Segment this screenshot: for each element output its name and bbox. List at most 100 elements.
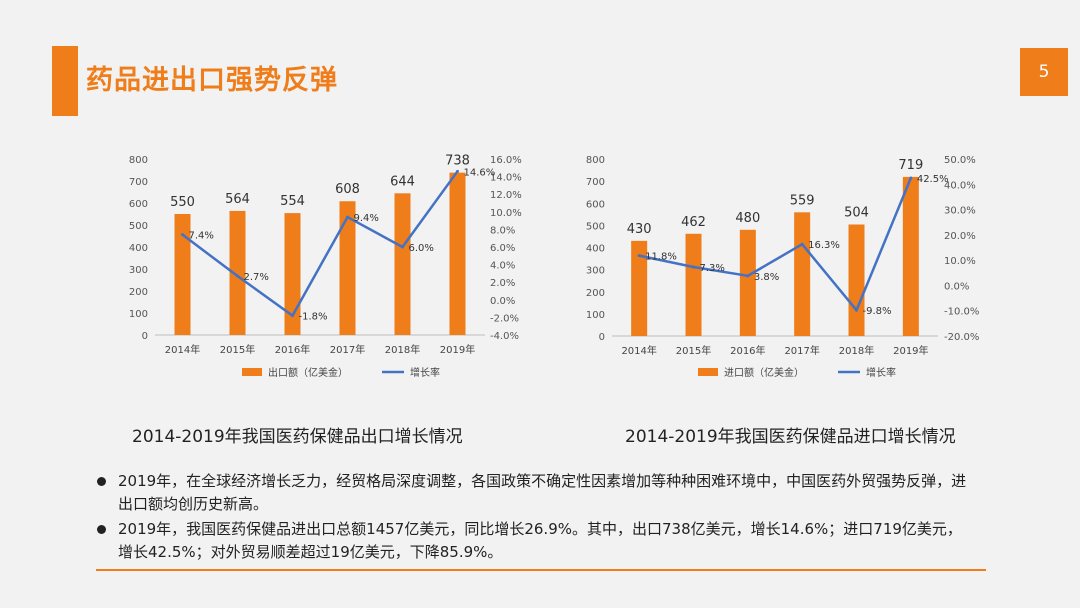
export-legend-line-label: 增长率 — [410, 366, 440, 379]
export-category-label: 2019年 — [440, 343, 475, 356]
page-number-badge: 5 — [1020, 48, 1068, 96]
import-growth-line — [638, 177, 912, 312]
import-right-tick-label: 30.0% — [944, 206, 976, 217]
export-growth-point — [236, 274, 239, 278]
export-right-tick-label: 10.0% — [490, 208, 522, 219]
export-growth-label: 14.6% — [464, 167, 496, 178]
export-chart-title: 2014-2019年我国医药保健品出口增长情况 — [132, 427, 463, 447]
export-left-tick-label: 600 — [129, 199, 148, 210]
export-growth-point — [401, 245, 404, 249]
import-right-tick-label: 50.0% — [944, 155, 976, 166]
export-left-tick-label: 800 — [129, 155, 148, 166]
import-left-tick-label: 600 — [586, 199, 605, 210]
bullet-item: 2019年，我国医药保健品进出口总额1457亿美元，同比增长26.9%。其中，出… — [97, 518, 968, 564]
import-growth-point — [909, 176, 913, 180]
import-left-tick-label: 100 — [586, 310, 605, 321]
export-bar-value-label: 564 — [225, 192, 250, 207]
import-growth-label: 11.8% — [645, 252, 677, 263]
import-bar — [902, 176, 919, 336]
import-category-label: 2019年 — [893, 344, 928, 357]
import-bar — [631, 240, 648, 336]
export-right-tick-label: 16.0% — [490, 155, 522, 166]
import-left-tick-label: 0 — [599, 332, 605, 343]
bullet-list: 2019年，在全球经济增长乏力，经贸格局深度调整，各国政策不确定性因素增加等种种… — [97, 470, 968, 566]
import-category-label: 2017年 — [784, 344, 819, 357]
bullet-text: 2019年，在全球经济增长乏力，经贸格局深度调整，各国政策不确定性因素增加等种种… — [118, 472, 967, 513]
title-accent-bar — [52, 46, 78, 116]
export-left-tick-label: 400 — [129, 243, 148, 254]
export-growth-point — [291, 314, 294, 318]
slide-title: 药品进出口强势反弹 — [86, 65, 338, 96]
export-growth-line — [181, 170, 459, 317]
import-left-tick-label: 700 — [586, 177, 605, 188]
export-left-tick-label: 100 — [129, 309, 148, 320]
export-bar — [284, 213, 301, 335]
import-left-tick-label: 800 — [586, 155, 605, 166]
import-bar — [685, 233, 702, 336]
export-bar — [394, 193, 411, 335]
export-right-tick-label: 6.0% — [490, 243, 515, 254]
export-growth-label: 2.7% — [244, 272, 269, 283]
export-growth-point — [346, 215, 349, 219]
export-bar-value-label: 608 — [335, 182, 360, 197]
import-growth-point — [746, 274, 750, 278]
import-growth-label: 42.5% — [917, 174, 949, 185]
bullet-text: 2019年，我国医药保健品进出口总额1457亿美元，同比增长26.9%。其中，出… — [118, 520, 962, 561]
export-growth-point — [181, 233, 184, 237]
import-right-tick-label: 10.0% — [944, 256, 976, 267]
export-right-tick-label: 4.0% — [490, 261, 515, 272]
import-category-label: 2018年 — [839, 344, 874, 357]
export-bar — [174, 214, 191, 335]
export-left-tick-label: 200 — [129, 287, 148, 298]
export-growth-label: 6.0% — [409, 243, 434, 254]
import-chart-title: 2014-2019年我国医药保健品进口增长情况 — [625, 427, 956, 447]
import-bar-value-label: 559 — [790, 193, 815, 208]
export-right-tick-label: -2.0% — [490, 313, 519, 324]
import-left-tick-label: 400 — [586, 244, 605, 255]
import-right-tick-label: 40.0% — [944, 180, 976, 191]
export-growth-label: 7.4% — [189, 231, 214, 242]
import-bar-value-label: 719 — [898, 158, 923, 173]
import-growth-label: 16.3% — [808, 240, 840, 251]
import-growth-label: 7.3% — [700, 263, 725, 274]
export-category-label: 2017年 — [330, 343, 365, 356]
export-left-tick-label: 300 — [129, 265, 148, 276]
export-legend-bar-label: 出口额（亿美金） — [268, 366, 348, 379]
import-growth-point — [800, 242, 804, 246]
import-legend-bar-swatch — [698, 368, 718, 376]
import-bar — [848, 224, 865, 336]
export-left-tick-label: 0 — [142, 331, 148, 342]
export-right-tick-label: 2.0% — [490, 278, 515, 289]
export-growth-label: -1.8% — [299, 312, 328, 323]
import-category-label: 2014年 — [621, 344, 656, 357]
import-bar-value-label: 430 — [627, 222, 652, 237]
import-legend-line-label: 增长率 — [866, 366, 896, 379]
export-right-tick-label: -4.0% — [490, 331, 519, 342]
export-category-label: 2014年 — [165, 343, 200, 356]
import-right-tick-label: 0.0% — [944, 281, 969, 292]
export-category-label: 2018年 — [385, 343, 420, 356]
import-growth-point — [692, 265, 695, 269]
export-bar-value-label: 554 — [280, 194, 305, 209]
export-growth-label: 9.4% — [354, 213, 379, 224]
import-legend-bar-label: 进口额（亿美金） — [724, 366, 804, 379]
import-category-label: 2015年 — [676, 344, 711, 357]
export-left-tick-label: 500 — [129, 221, 148, 232]
import-left-tick-label: 200 — [586, 288, 605, 299]
import-bar — [794, 212, 811, 336]
export-bar — [449, 172, 466, 335]
bullet-item: 2019年，在全球经济增长乏力，经贸格局深度调整，各国政策不确定性因素增加等种种… — [97, 470, 968, 516]
import-right-tick-label: -10.0% — [944, 307, 979, 318]
import-growth-point — [637, 254, 641, 258]
export-right-tick-label: 0.0% — [490, 296, 515, 307]
import-bar-value-label: 480 — [735, 211, 760, 226]
export-bar-value-label: 550 — [170, 195, 195, 210]
export-right-tick-label: 14.0% — [490, 173, 522, 184]
import-bar-value-label: 504 — [844, 205, 869, 220]
export-bar — [339, 201, 356, 335]
export-left-tick-label: 700 — [129, 177, 148, 188]
export-growth-point — [456, 169, 459, 173]
bottom-divider — [96, 569, 986, 571]
